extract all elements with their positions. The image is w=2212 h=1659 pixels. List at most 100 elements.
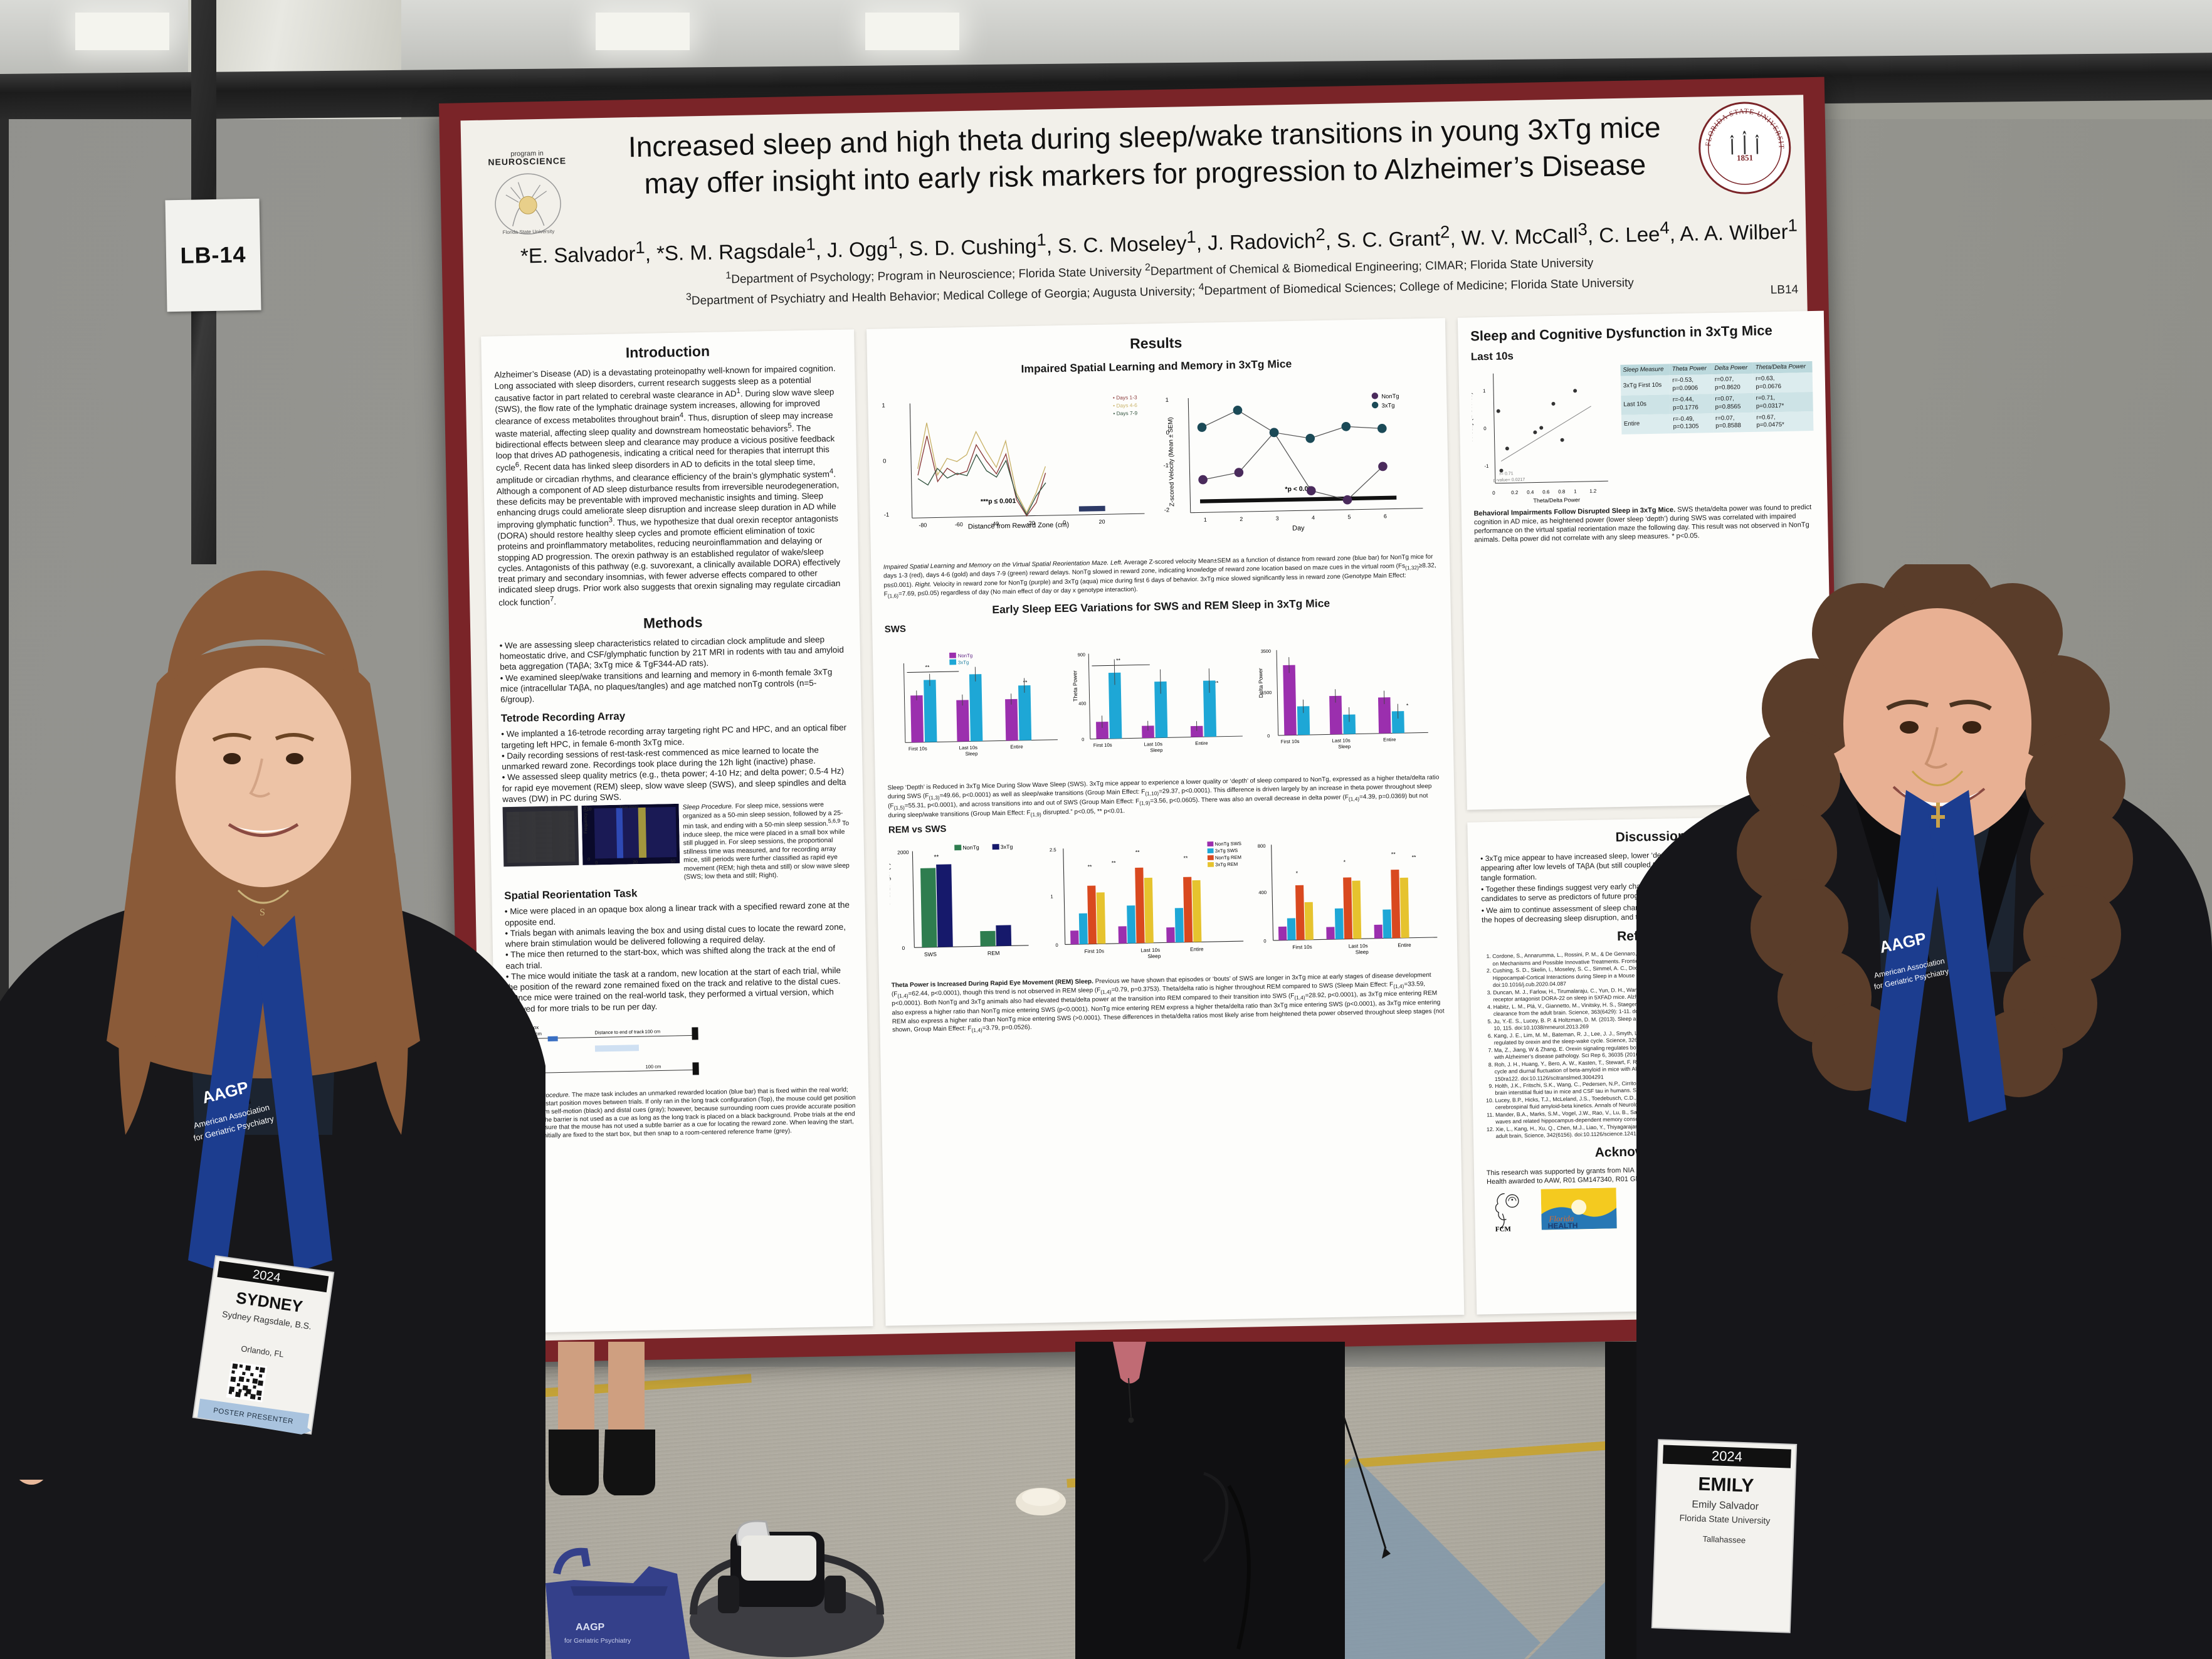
- svg-text:Theta Power: Theta Power: [1072, 670, 1079, 702]
- svg-text:*: *: [1344, 859, 1346, 865]
- svg-text:Theta Power: Theta Power: [1251, 863, 1253, 898]
- svg-text:3: 3: [1276, 515, 1279, 522]
- svg-text:2000: 2000: [897, 850, 909, 855]
- svg-text:0: 0: [1063, 519, 1066, 525]
- svg-text:NonTg SWS: NonTg SWS: [1215, 841, 1242, 847]
- svg-text:0.8: 0.8: [1558, 489, 1566, 495]
- svg-text:NonTg REM: NonTg REM: [1215, 855, 1241, 861]
- svg-text:Florida State University: Florida State University: [503, 229, 555, 236]
- svg-text:Day: Day: [1292, 525, 1305, 532]
- svg-text:1.2: 1.2: [1589, 488, 1597, 494]
- svg-text:**: **: [1135, 849, 1140, 855]
- svg-text:**: **: [934, 854, 939, 861]
- svg-text:*: *: [1406, 702, 1409, 708]
- svg-text:100 cm: 100 cm: [645, 1028, 660, 1034]
- svg-text:1: 1: [1483, 388, 1486, 394]
- svg-text:**: **: [1184, 855, 1189, 861]
- svg-text:1: 1: [882, 402, 885, 409]
- svg-text:Entire: Entire: [1190, 946, 1204, 952]
- svg-text:Theta/Delta Power: Theta/Delta Power: [1533, 497, 1580, 503]
- svg-text:1: 1: [1574, 488, 1577, 494]
- svg-text:3500: 3500: [1261, 648, 1271, 654]
- svg-text:-1: -1: [883, 511, 889, 518]
- svg-text:400: 400: [1259, 890, 1267, 895]
- svg-text:First 10s: First 10s: [1281, 739, 1300, 745]
- svg-text:Entire: Entire: [1195, 740, 1208, 746]
- svg-text:AAGP: AAGP: [576, 1622, 605, 1633]
- svg-text:50: 50: [670, 860, 675, 864]
- svg-text:NonTg: NonTg: [1381, 392, 1399, 400]
- svg-text:0: 0: [1267, 733, 1270, 739]
- svg-text:900: 900: [1078, 652, 1085, 658]
- svg-text:0: 0: [1264, 938, 1267, 944]
- svg-text:NEUROSCIENCE: NEUROSCIENCE: [488, 155, 566, 167]
- svg-text:REM: REM: [987, 950, 999, 956]
- svg-text:First 10s: First 10s: [908, 745, 927, 752]
- svg-text:0: 0: [595, 861, 598, 865]
- svg-text:Entire: Entire: [1010, 744, 1023, 750]
- svg-text:Sleep: Sleep: [1147, 954, 1161, 959]
- svg-text:Sleep: Sleep: [1338, 744, 1351, 749]
- svg-text:1: 1: [1050, 893, 1053, 899]
- svg-text:3xTg: 3xTg: [1382, 402, 1395, 409]
- svg-text:Last 10s: Last 10s: [1144, 741, 1163, 747]
- svg-text:Last 10s: Last 10s: [1140, 947, 1160, 954]
- svg-text:Entire: Entire: [1398, 942, 1412, 948]
- svg-text:p-value= 0.0217: p-value= 0.0217: [1493, 478, 1525, 483]
- svg-text:**: **: [1023, 679, 1028, 685]
- svg-text:Last 10s: Last 10s: [959, 745, 977, 751]
- svg-text:0: 0: [1483, 426, 1487, 431]
- svg-text:400: 400: [1078, 700, 1086, 706]
- svg-text:1: 1: [1166, 396, 1169, 403]
- svg-text:• Days 4-6: • Days 4-6: [1113, 402, 1137, 409]
- svg-text:-20: -20: [1026, 520, 1035, 526]
- svg-text:6: 6: [1384, 513, 1387, 519]
- svg-text:Bout Length (s): Bout Length (s): [888, 863, 892, 905]
- svg-text:0: 0: [902, 945, 905, 951]
- svg-text:3xTg: 3xTg: [1000, 843, 1013, 850]
- svg-text:0: 0: [1492, 490, 1495, 496]
- svg-text:-1: -1: [1484, 463, 1489, 469]
- svg-text:Time (min): Time (min): [619, 805, 639, 810]
- svg-text:10: 10: [587, 808, 592, 812]
- svg-text:2.5: 2.5: [1050, 847, 1056, 853]
- svg-text:-60: -60: [954, 521, 962, 527]
- svg-text:1500: 1500: [1261, 690, 1272, 695]
- svg-text:EMILY: EMILY: [1698, 1474, 1754, 1497]
- svg-text:-40: -40: [991, 520, 999, 527]
- svg-text:***p ≤ 0.001: ***p ≤ 0.001: [980, 498, 1016, 505]
- svg-text:4: 4: [1312, 515, 1315, 521]
- svg-text:Z-scored Velocity (Mean ± SEM): Z-scored Velocity (Mean ± SEM): [1167, 417, 1176, 507]
- svg-text:20: 20: [1098, 519, 1105, 525]
- svg-text:0: 0: [883, 457, 886, 464]
- svg-text:Sleep: Sleep: [1356, 949, 1369, 955]
- svg-text:**: **: [1088, 863, 1093, 870]
- svg-text:Last 10s: Last 10s: [1349, 943, 1368, 949]
- svg-text:100 cm: 100 cm: [645, 1063, 661, 1069]
- svg-text:NonTg: NonTg: [962, 844, 979, 851]
- svg-text:3xTg SWS: 3xTg SWS: [1215, 848, 1238, 854]
- svg-text:NonTg: NonTg: [957, 653, 972, 658]
- svg-text:**: **: [1112, 860, 1117, 866]
- svg-text:Tallahassee: Tallahassee: [1702, 1534, 1746, 1545]
- svg-text:Distance to end of track: Distance to end of track: [594, 1029, 644, 1036]
- svg-text:SWS: SWS: [924, 951, 936, 957]
- svg-text:Last 10s: Last 10s: [1332, 737, 1351, 744]
- svg-text:0: 0: [1055, 942, 1058, 948]
- svg-text:Distance from Reward Zone (cm): Distance from Reward Zone (cm): [967, 521, 1068, 530]
- svg-text:HEALTH: HEALTH: [1547, 1221, 1577, 1230]
- svg-text:*: *: [1296, 870, 1298, 876]
- svg-text:**: **: [925, 664, 930, 670]
- svg-text:20: 20: [633, 860, 638, 865]
- svg-text:0.4: 0.4: [1527, 489, 1534, 495]
- svg-text:for Geriatric Psychiatry: for Geriatric Psychiatry: [564, 1637, 631, 1645]
- svg-text:3xTg: 3xTg: [957, 660, 968, 665]
- svg-text:5: 5: [1348, 514, 1351, 520]
- svg-text:0.2: 0.2: [1511, 490, 1519, 495]
- svg-text:1851: 1851: [1737, 153, 1753, 162]
- svg-text:800: 800: [1258, 843, 1266, 849]
- svg-text:2024: 2024: [1712, 1448, 1743, 1465]
- svg-text:Entire: Entire: [1383, 737, 1396, 742]
- svg-text:2: 2: [1240, 516, 1243, 522]
- svg-text:S: S: [260, 907, 265, 918]
